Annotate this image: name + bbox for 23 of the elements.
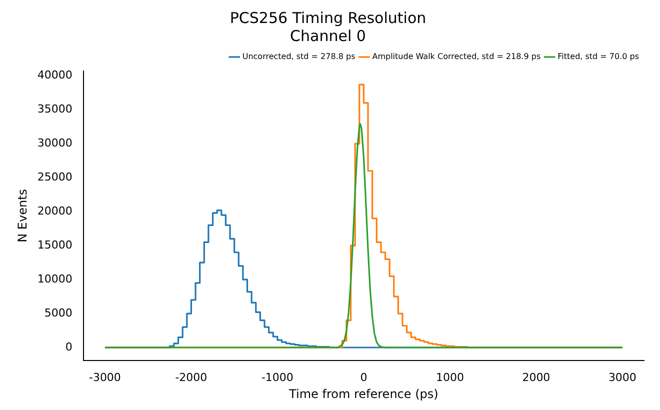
legend-label: Fitted, std = 70.0 ps <box>558 52 639 62</box>
x-tick-label: -2000 <box>175 370 208 384</box>
y-tick-label: 10000 <box>37 272 72 286</box>
y-tick-label: 40000 <box>37 68 72 82</box>
y-tick-label: 35000 <box>37 102 72 116</box>
chart-subtitle: Channel 0 <box>290 26 366 45</box>
y-tick-label: 20000 <box>37 204 72 218</box>
x-tick-label: -3000 <box>88 370 121 384</box>
x-tick-label: -1000 <box>261 370 294 384</box>
legend-label: Uncorrected, std = 278.8 ps <box>242 52 356 62</box>
y-tick-label: 0 <box>65 340 72 354</box>
x-axis-title: Time from reference (ps) <box>288 386 438 401</box>
x-tick-label: 0 <box>360 370 368 384</box>
y-tick-label: 25000 <box>37 170 72 184</box>
chart-title: PCS256 Timing Resolution <box>230 8 426 27</box>
x-tick-label: 2000 <box>522 370 550 384</box>
y-tick-label: 30000 <box>37 136 72 150</box>
y-tick-label: 15000 <box>37 238 72 252</box>
x-tick-label: 3000 <box>608 370 636 384</box>
x-tick-label: 1000 <box>436 370 464 384</box>
y-axis-title: N Events <box>15 188 30 242</box>
y-tick-label: 5000 <box>44 306 72 320</box>
legend-label: Amplitude Walk Corrected, std = 218.9 ps <box>372 52 541 62</box>
